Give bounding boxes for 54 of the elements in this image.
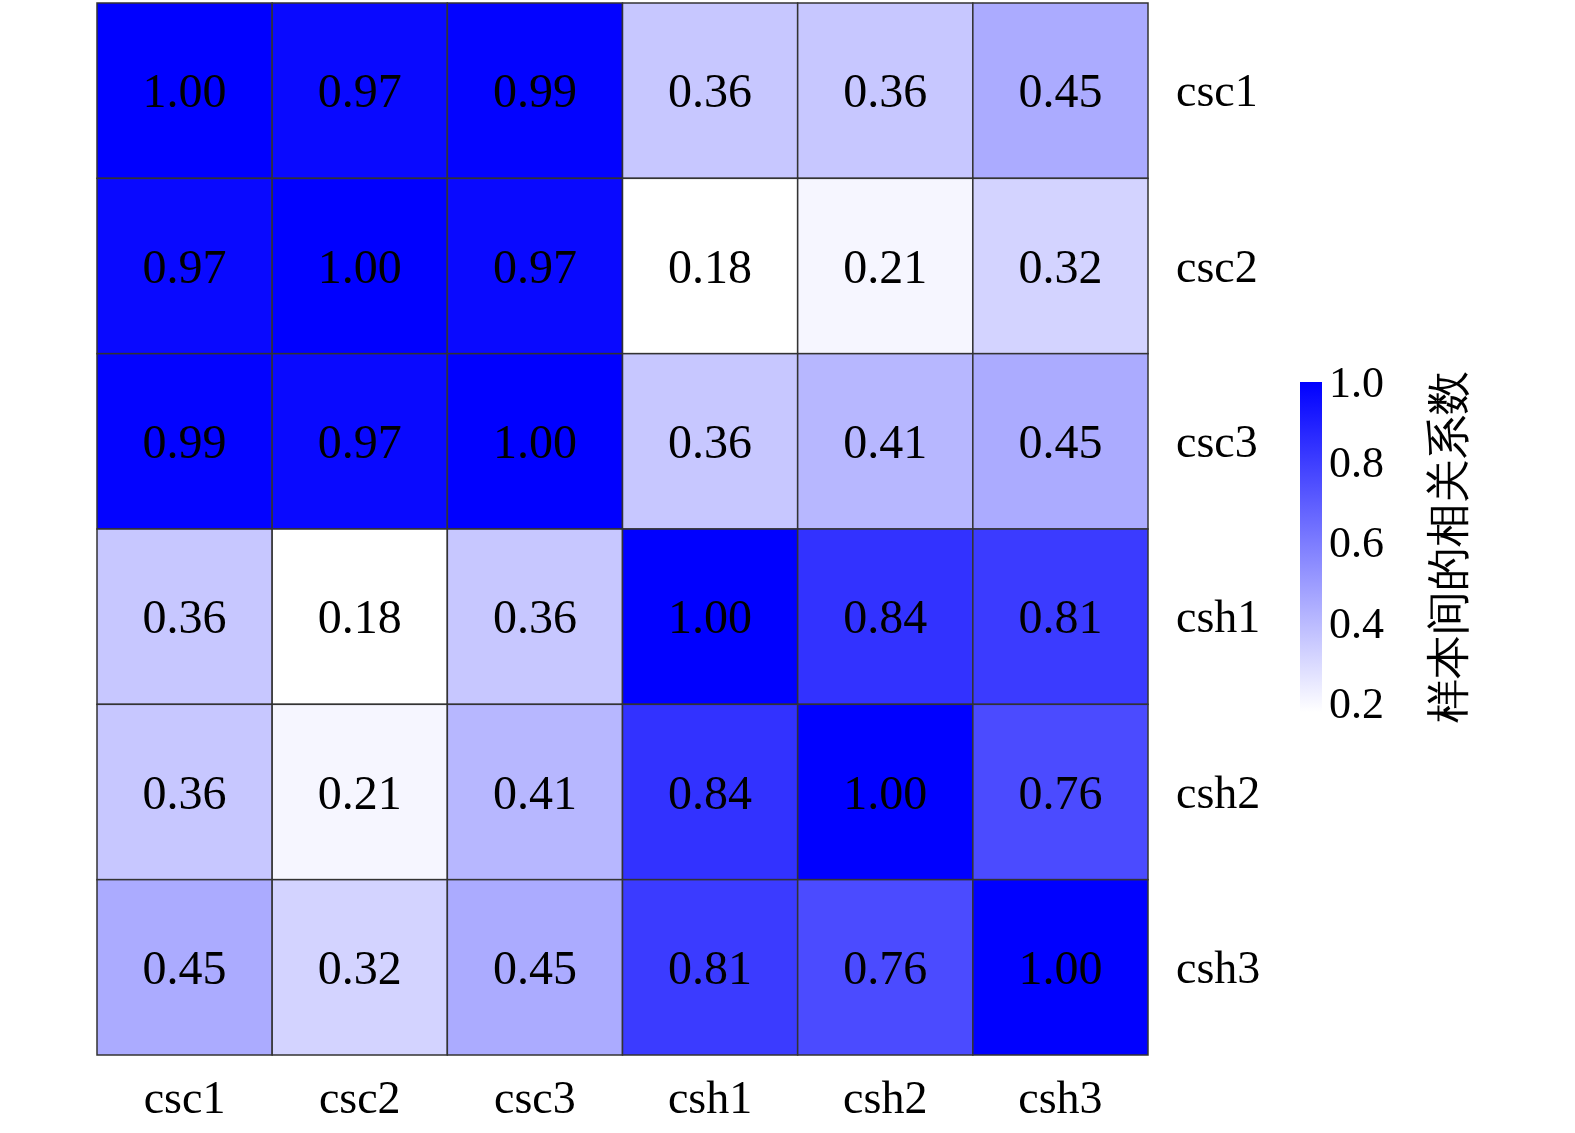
color-bar-label: 0.4 (1329, 598, 1384, 648)
x-tick-label: csc3 (494, 1071, 576, 1123)
data-label: 0.99 (492, 64, 577, 118)
data-label: 0.99 (142, 414, 227, 468)
color-bar-title: 样本间的相关系数 (1423, 371, 1473, 723)
data-label: 0.81 (668, 940, 753, 994)
data-label: 1.00 (668, 590, 753, 644)
data-label: 0.36 (668, 414, 753, 468)
x-tick-label: csc1 (143, 1071, 226, 1123)
y-tick-label: csh2 (1176, 766, 1261, 818)
data-label: 0.36 (492, 590, 577, 644)
data-label: 1.00 (1018, 940, 1103, 994)
data-label: 0.81 (1018, 590, 1103, 644)
data-label: 0.32 (317, 940, 402, 994)
data-label: 0.36 (142, 765, 227, 819)
x-tick-label: csh3 (1018, 1071, 1103, 1123)
data-label: 1.00 (317, 239, 402, 293)
data-label: 0.18 (668, 239, 753, 293)
color-bar-label: 0.6 (1329, 518, 1384, 568)
data-label: 0.84 (843, 590, 928, 644)
data-label: 1.00 (142, 64, 227, 118)
x-tick-label: csh1 (667, 1071, 753, 1123)
y-tick-label: csc1 (1176, 65, 1258, 117)
data-label: 0.97 (142, 239, 227, 293)
data-label: 0.41 (492, 765, 577, 819)
data-label: 0.45 (492, 940, 577, 994)
x-tick-label: csh2 (843, 1071, 928, 1123)
data-label: 0.97 (492, 239, 577, 293)
data-label: 0.36 (668, 64, 753, 118)
data-label: 0.76 (1018, 765, 1103, 819)
data-label: 0.21 (843, 239, 928, 293)
x-tick-label: csc2 (318, 1071, 401, 1123)
data-label: 0.84 (668, 765, 753, 819)
color-bar-label: 0.2 (1329, 679, 1384, 729)
data-label: 0.32 (1018, 239, 1103, 293)
data-label: 0.41 (843, 414, 928, 468)
data-label: 1.00 (492, 414, 577, 468)
data-label: 0.45 (1018, 64, 1103, 118)
y-tick-label: csc3 (1176, 415, 1258, 467)
color-bar-label: 1.0 (1329, 357, 1384, 407)
data-label: 0.18 (317, 590, 402, 644)
data-label: 0.45 (142, 940, 227, 994)
data-label: 0.36 (142, 590, 227, 644)
y-tick-label: csc2 (1176, 240, 1258, 292)
data-label: 1.00 (843, 765, 928, 819)
y-tick-label: csh1 (1176, 591, 1261, 643)
data-label: 0.36 (843, 64, 928, 118)
data-label: 0.76 (843, 940, 928, 994)
data-label: 0.21 (317, 765, 402, 819)
color-bar-label: 0.8 (1329, 437, 1384, 487)
y-tick-label: csh3 (1176, 941, 1261, 993)
data-label: 0.45 (1018, 414, 1103, 468)
data-label: 0.97 (317, 414, 402, 468)
data-label: 0.97 (317, 64, 402, 118)
